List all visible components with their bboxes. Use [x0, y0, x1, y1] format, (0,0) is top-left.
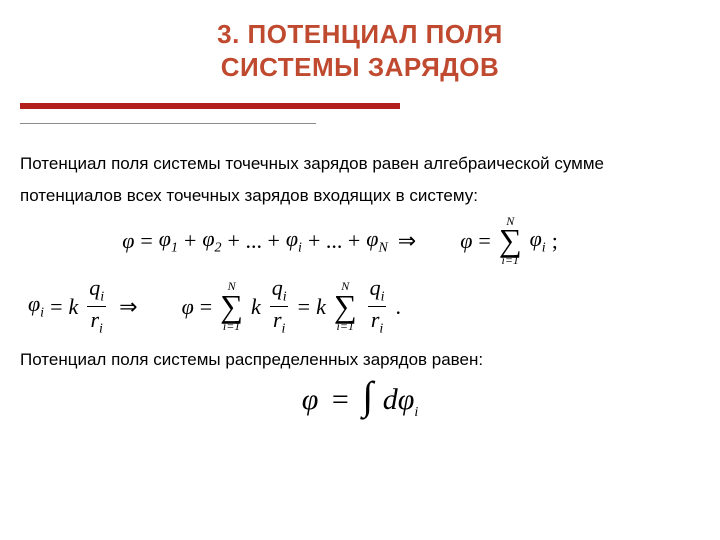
integral-icon: ∫ [362, 373, 375, 418]
slide: 3. ПОТЕНЦИАЛ ПОЛЯ СИСТЕМЫ ЗАРЯДОВ Потенц… [0, 0, 720, 540]
eq-expansion: φ = φ1 + φ2 + ... + φi + ... + φN ⇒ [122, 226, 420, 256]
title-underline [20, 97, 700, 133]
rule-thin [20, 123, 316, 124]
paragraph-2: Потенциал поля системы распределенных за… [20, 347, 700, 373]
sigma-icon-3: N ∑ i=1 [332, 281, 359, 331]
equation-row-1: φ = φ1 + φ2 + ... + φi + ... + φN ⇒ φ = … [20, 216, 700, 266]
fraction-qi-ri-3: qi ri [365, 276, 390, 337]
sigma-icon-2: N ∑ i=1 [218, 281, 245, 331]
fraction-qi-ri: qi ri [84, 276, 109, 337]
equation-integral: φ = ∫ dφi [20, 382, 700, 421]
eq-sum-short: φ = N ∑ i=1 φi; [460, 216, 598, 266]
equation-row-2: φi = k qi ri ⇒ φ = N ∑ i=1 k qi ri = k [20, 276, 700, 337]
sigma-icon: N ∑ i=1 [497, 216, 524, 266]
title-line-1: 3. ПОТЕНЦИАЛ ПОЛЯ [217, 19, 503, 49]
title-line-2: СИСТЕМЫ ЗАРЯДОВ [221, 52, 500, 82]
paragraph-1-line-1: Потенциал поля системы точечных зарядов … [20, 151, 700, 177]
fraction-qi-ri-2: qi ri [267, 276, 292, 337]
eq-sum-expanded: φ = N ∑ i=1 k qi ri = k N ∑ i=1 qi ri . [182, 276, 401, 337]
rule-red [20, 103, 400, 109]
eq-phi-i: φi = k qi ri ⇒ [28, 276, 142, 337]
paragraph-1-line-2: потенциалов всех точечных зарядов входящ… [20, 183, 700, 209]
slide-title: 3. ПОТЕНЦИАЛ ПОЛЯ СИСТЕМЫ ЗАРЯДОВ [20, 18, 700, 83]
